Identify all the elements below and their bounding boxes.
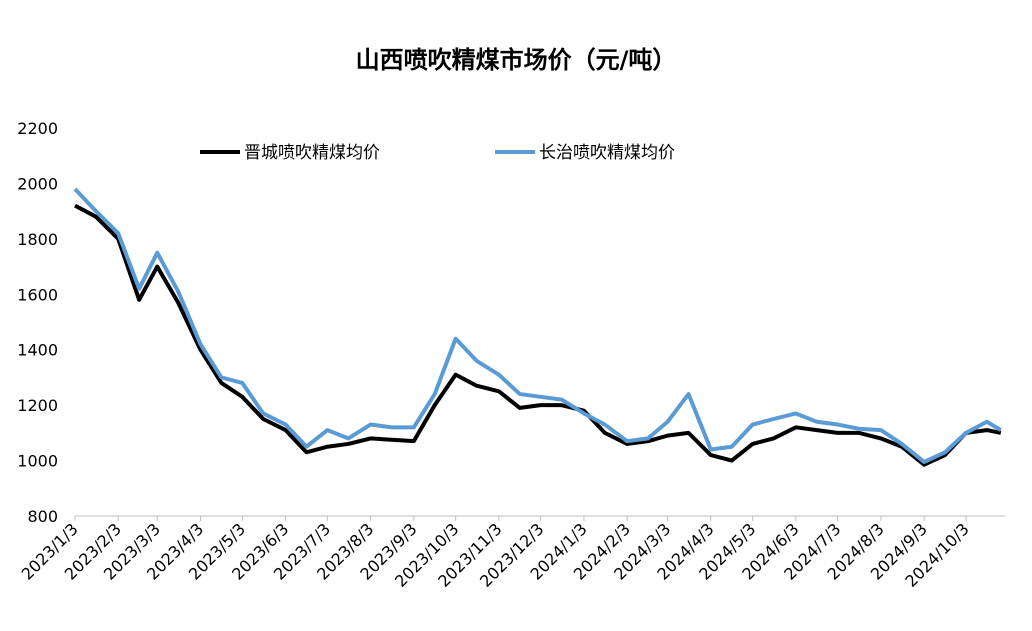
y-tick-label: 2000 <box>17 174 58 193</box>
series-line <box>73 187 1002 464</box>
legend-label: 晋城喷吹精煤均价 <box>244 143 380 163</box>
y-tick-label: 1000 <box>17 452 58 471</box>
series-line <box>74 203 1002 467</box>
y-tick-label: 1400 <box>17 341 58 360</box>
chart-title: 山西喷吹精煤市场价（元/吨） <box>356 46 677 74</box>
legend-label: 长治喷吹精煤均价 <box>539 143 675 163</box>
y-tick-label: 2200 <box>17 119 58 138</box>
y-tick-label: 1800 <box>17 230 58 249</box>
y-tick-label: 1600 <box>17 285 58 304</box>
y-tick-label: 1200 <box>17 396 58 415</box>
y-tick-label: 800 <box>27 507 58 526</box>
